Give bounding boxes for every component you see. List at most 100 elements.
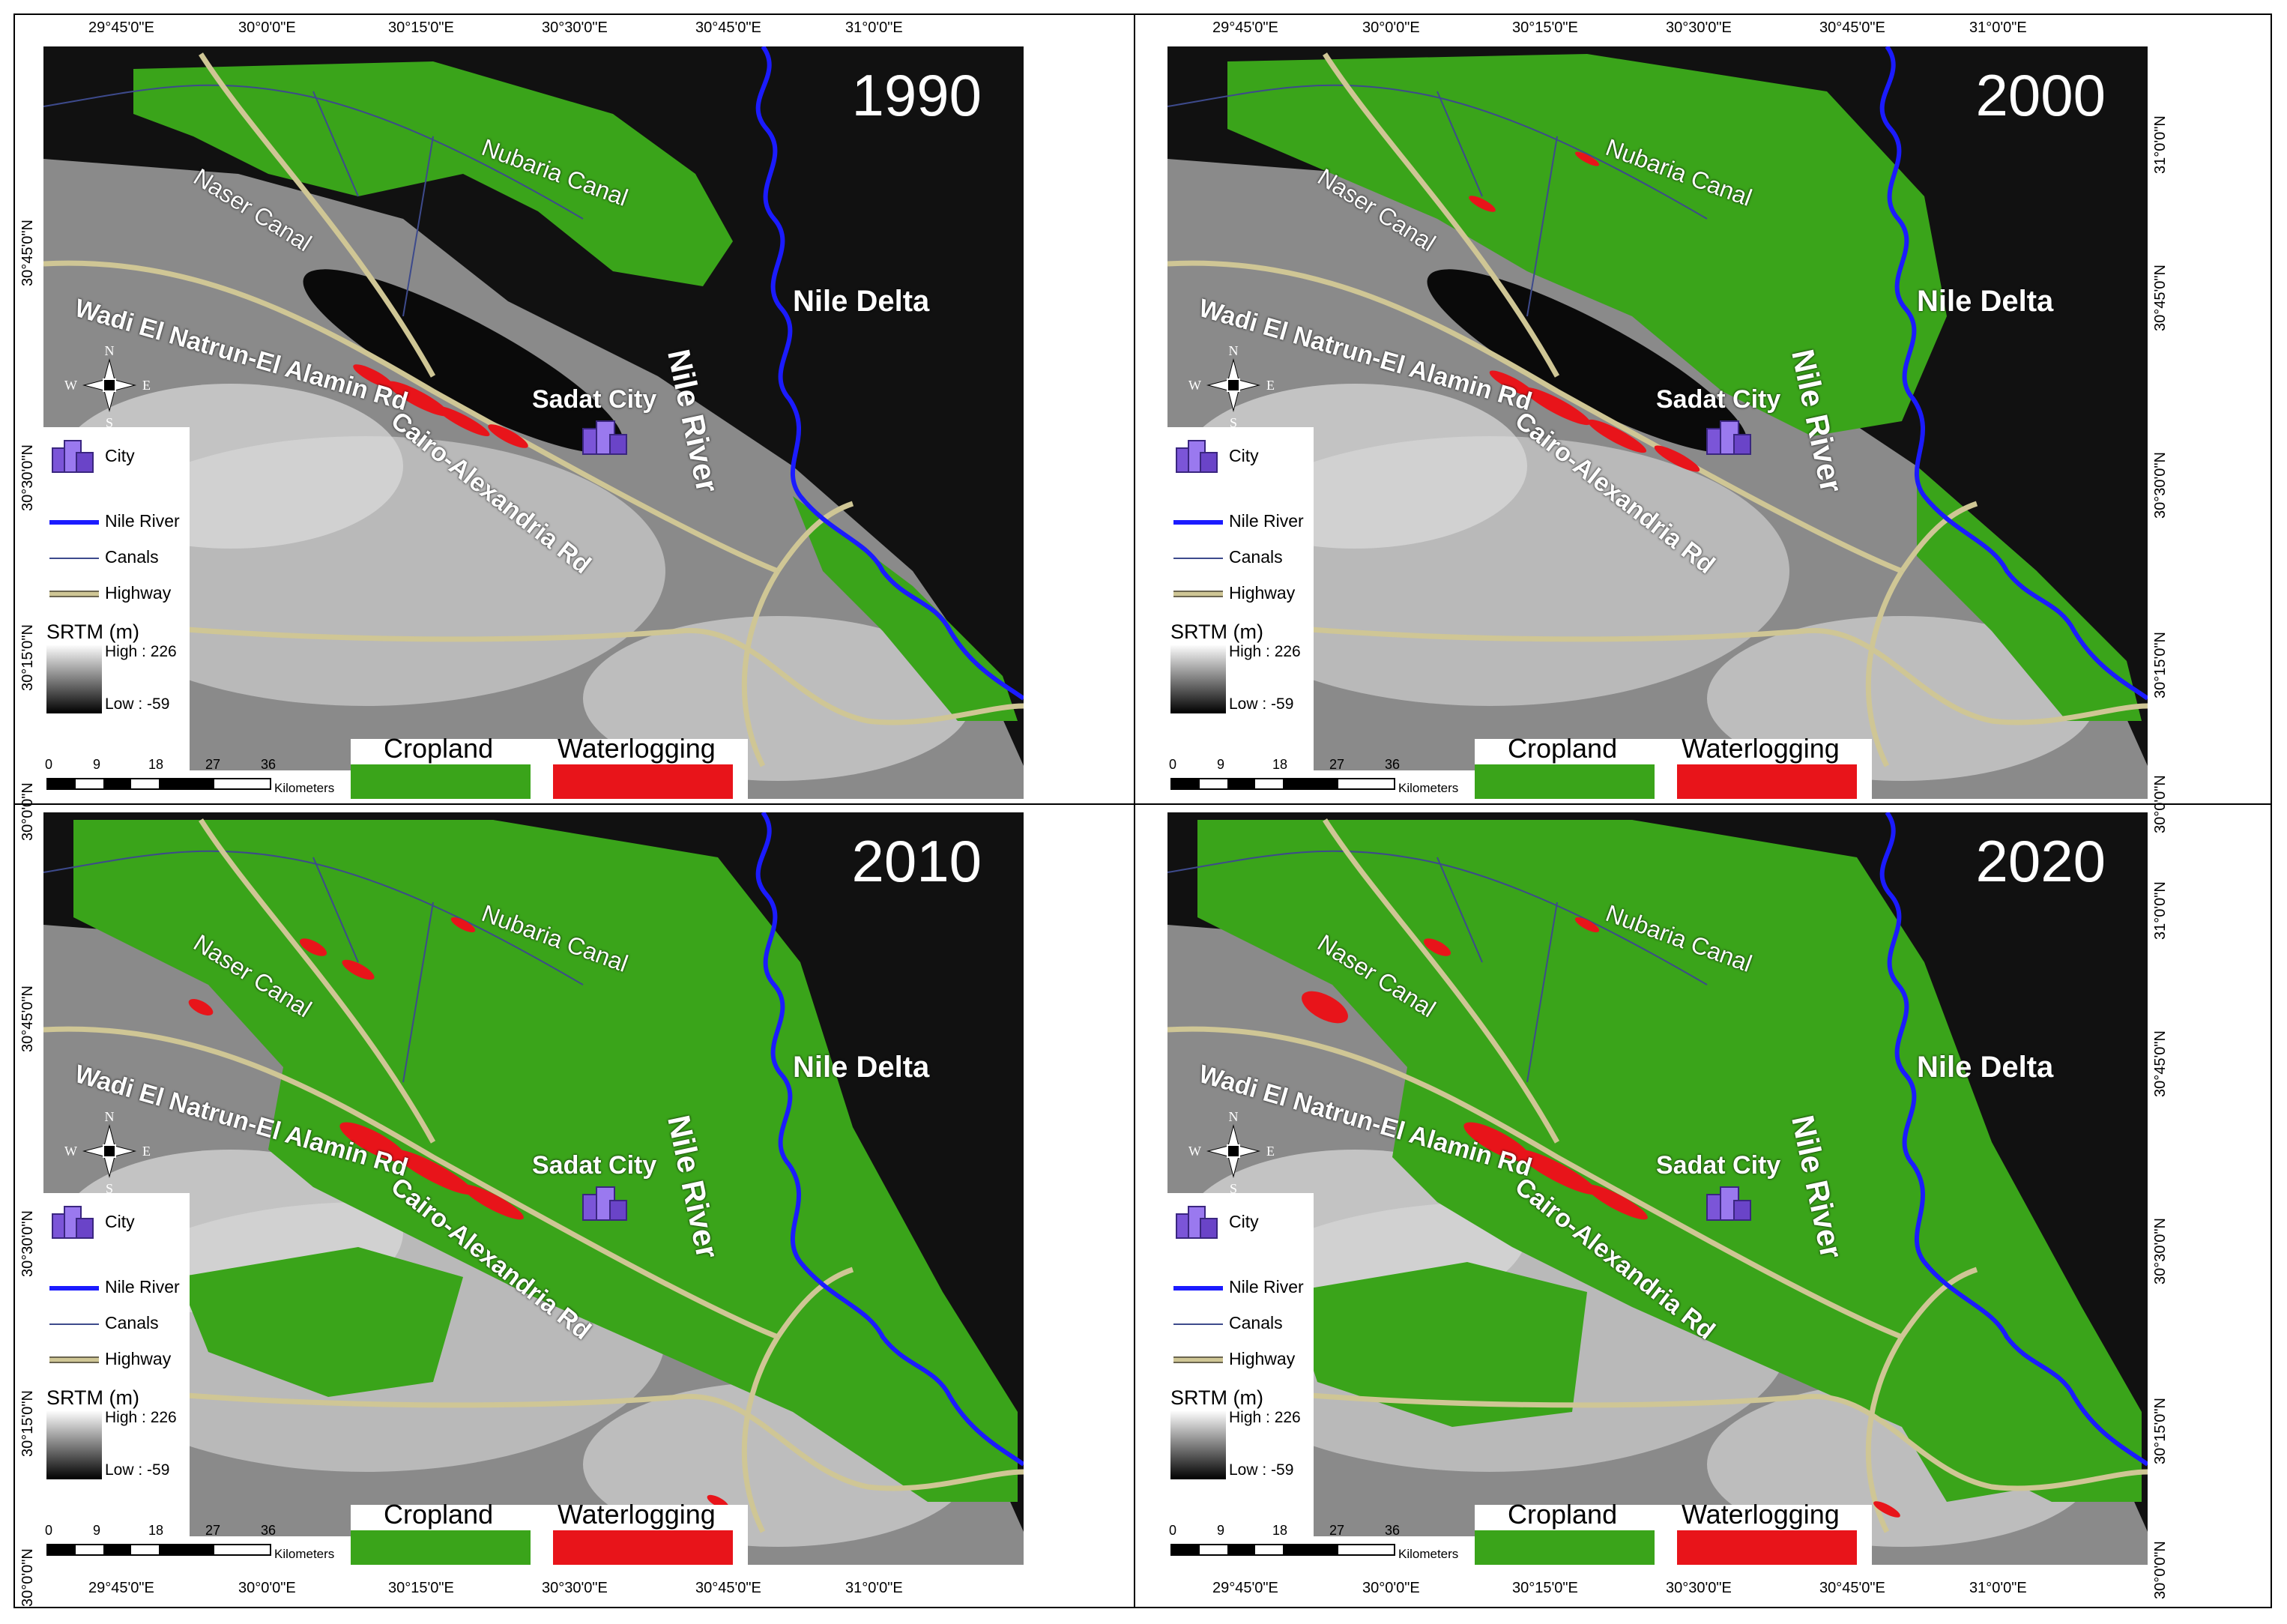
highway-line [199, 818, 436, 1144]
scale-tick: 27 [1329, 757, 1345, 772]
scale-tick: 27 [205, 757, 221, 772]
waterlogging-swatch [1677, 764, 1857, 799]
longitude-label: 30°45'0"E [1819, 1580, 1885, 1596]
compass-s-label: S [106, 1181, 113, 1196]
longitude-label: 30°45'0"E [695, 1580, 761, 1596]
year-label: 2000 [1975, 62, 2106, 128]
scale-bar: Kilometers [43, 1536, 366, 1565]
legend-river-row: Nile River [49, 511, 180, 531]
scale-tick: 18 [148, 1523, 164, 1538]
compass-n-label: N [105, 1109, 115, 1124]
legend-srtm-low: Low : -59 [105, 695, 170, 713]
map-canvas: N S E W [1167, 812, 2148, 1565]
compass-w-label: W [1188, 1144, 1201, 1159]
scale-unit-label: Kilometers [274, 1547, 335, 1561]
sadat-city-label: Sadat City [532, 385, 657, 414]
longitude-label: 30°15'0"E [1512, 1580, 1578, 1596]
class-legend: Cropland Waterlogging [351, 733, 748, 799]
legend-highway-row: Highway [49, 1349, 171, 1369]
waterlogging-patch [1586, 1184, 1648, 1220]
latitude-label: 30°15'0"N [2152, 1398, 2169, 1464]
scale-tick: 18 [1272, 757, 1288, 772]
scale-tick: 36 [1385, 757, 1401, 772]
scale-tick: 18 [148, 757, 164, 772]
latitude-label: 30°15'0"N [2152, 632, 2169, 698]
scale-tick: 36 [1385, 1523, 1401, 1538]
legend-river-row: Nile River [1173, 511, 1304, 531]
map-canvas: N S E W [43, 812, 1024, 1565]
highway-line [741, 570, 780, 767]
highway-line [43, 260, 779, 574]
legend-highway-swatch [49, 591, 99, 598]
legend-canals-label: Canals [105, 1313, 159, 1332]
longitude-label: 30°15'0"E [1512, 19, 1578, 36]
cropland-label: Cropland [384, 733, 494, 764]
compass-rose: N S E W [64, 343, 151, 430]
legend-srtm-high: High : 226 [105, 643, 177, 660]
canal-line [312, 91, 359, 197]
canal-line [1526, 136, 1558, 317]
highway-line [1323, 52, 1560, 378]
canal-line [402, 136, 434, 317]
compass-rose: N S E W [1188, 1109, 1275, 1196]
map-panel-1990: N S E W 1990 Nile Delta Sadat City Nubar… [43, 46, 1024, 799]
wadi-depression [1427, 269, 1747, 453]
scale-tick: 36 [261, 757, 277, 772]
compass-e-label: E [142, 1144, 151, 1159]
legend-srtm-title: SRTM (m) [46, 621, 139, 643]
legend-canals-label: Canals [105, 547, 159, 567]
latitude-label: 30°45'0"N [19, 985, 36, 1052]
latitude-label: 30°30'0"N [19, 1210, 36, 1277]
latitude-label: 30°30'0"N [2152, 1218, 2169, 1285]
highway-line [1323, 818, 1560, 1144]
legend-canal-swatch [1173, 1323, 1223, 1325]
waterlogging-patch [299, 938, 327, 956]
waterlogging-label: Waterlogging [1682, 1499, 1840, 1530]
longitude-label: 30°45'0"E [1819, 19, 1885, 36]
nile-delta-label: Nile Delta [1917, 285, 2054, 318]
waterlogging-patch [188, 998, 214, 1016]
nile-river-line [1879, 46, 2148, 701]
legend-highway-label: Highway [1229, 583, 1296, 603]
waterlogging-patch [488, 424, 528, 448]
legend-canals-row: Canals [1173, 547, 1283, 567]
year-label: 2020 [1975, 828, 2106, 894]
legend-srtm-high: High : 226 [1229, 1409, 1301, 1426]
highway-line [199, 52, 436, 378]
legend-srtm-high: High : 226 [105, 1409, 177, 1426]
scale-tick-labels: 0 9 18 27 36 [1167, 1523, 1407, 1542]
canal-line [1436, 857, 1483, 963]
legend-highway-row: Highway [1173, 583, 1295, 603]
scale-unit-label: Kilometers [1398, 1547, 1459, 1561]
latitude-label: 30°0'0"N [2152, 1541, 2169, 1599]
canal-line [1167, 84, 1708, 220]
canal-line [402, 902, 434, 1083]
waterlogging-patch [1873, 1501, 1900, 1518]
scale-tick: 9 [93, 757, 101, 772]
latitude-label: 30°45'0"N [2152, 265, 2169, 331]
latitude-label: 30°0'0"N [19, 782, 36, 841]
waterlogging-patches [188, 917, 729, 1509]
legend-river-label: Nile River [1229, 1277, 1304, 1297]
legend-city-label: City [1229, 1212, 1259, 1232]
legend-highway-row: Highway [49, 583, 171, 603]
compass-n-label: N [1229, 343, 1239, 358]
longitude-label: 29°45'0"E [88, 1580, 154, 1596]
waterlogging-label: Waterlogging [558, 1499, 716, 1530]
class-legend: Cropland Waterlogging [351, 1499, 748, 1565]
cropland-label: Cropland [1508, 1499, 1618, 1530]
latitude-label: 30°45'0"N [19, 220, 36, 286]
waterlogging-swatch [553, 764, 733, 799]
latitude-label: 31°0'0"N [2152, 881, 2169, 940]
legend-canals-label: Canals [1229, 547, 1283, 567]
compass-rose: N S E W [64, 1109, 151, 1196]
grid-divider-horizontal [13, 803, 2272, 805]
scale-unit-label: Kilometers [1398, 781, 1459, 795]
latitude-label: 30°30'0"N [2152, 452, 2169, 519]
waterlogging-patch [1517, 1149, 1598, 1195]
sadat-city-label: Sadat City [1656, 1151, 1781, 1180]
scale-bar: Kilometers [1167, 770, 1490, 799]
canal-line [1436, 91, 1483, 197]
legend-canal-swatch [1173, 557, 1223, 559]
compass-w-label: W [64, 1144, 77, 1159]
